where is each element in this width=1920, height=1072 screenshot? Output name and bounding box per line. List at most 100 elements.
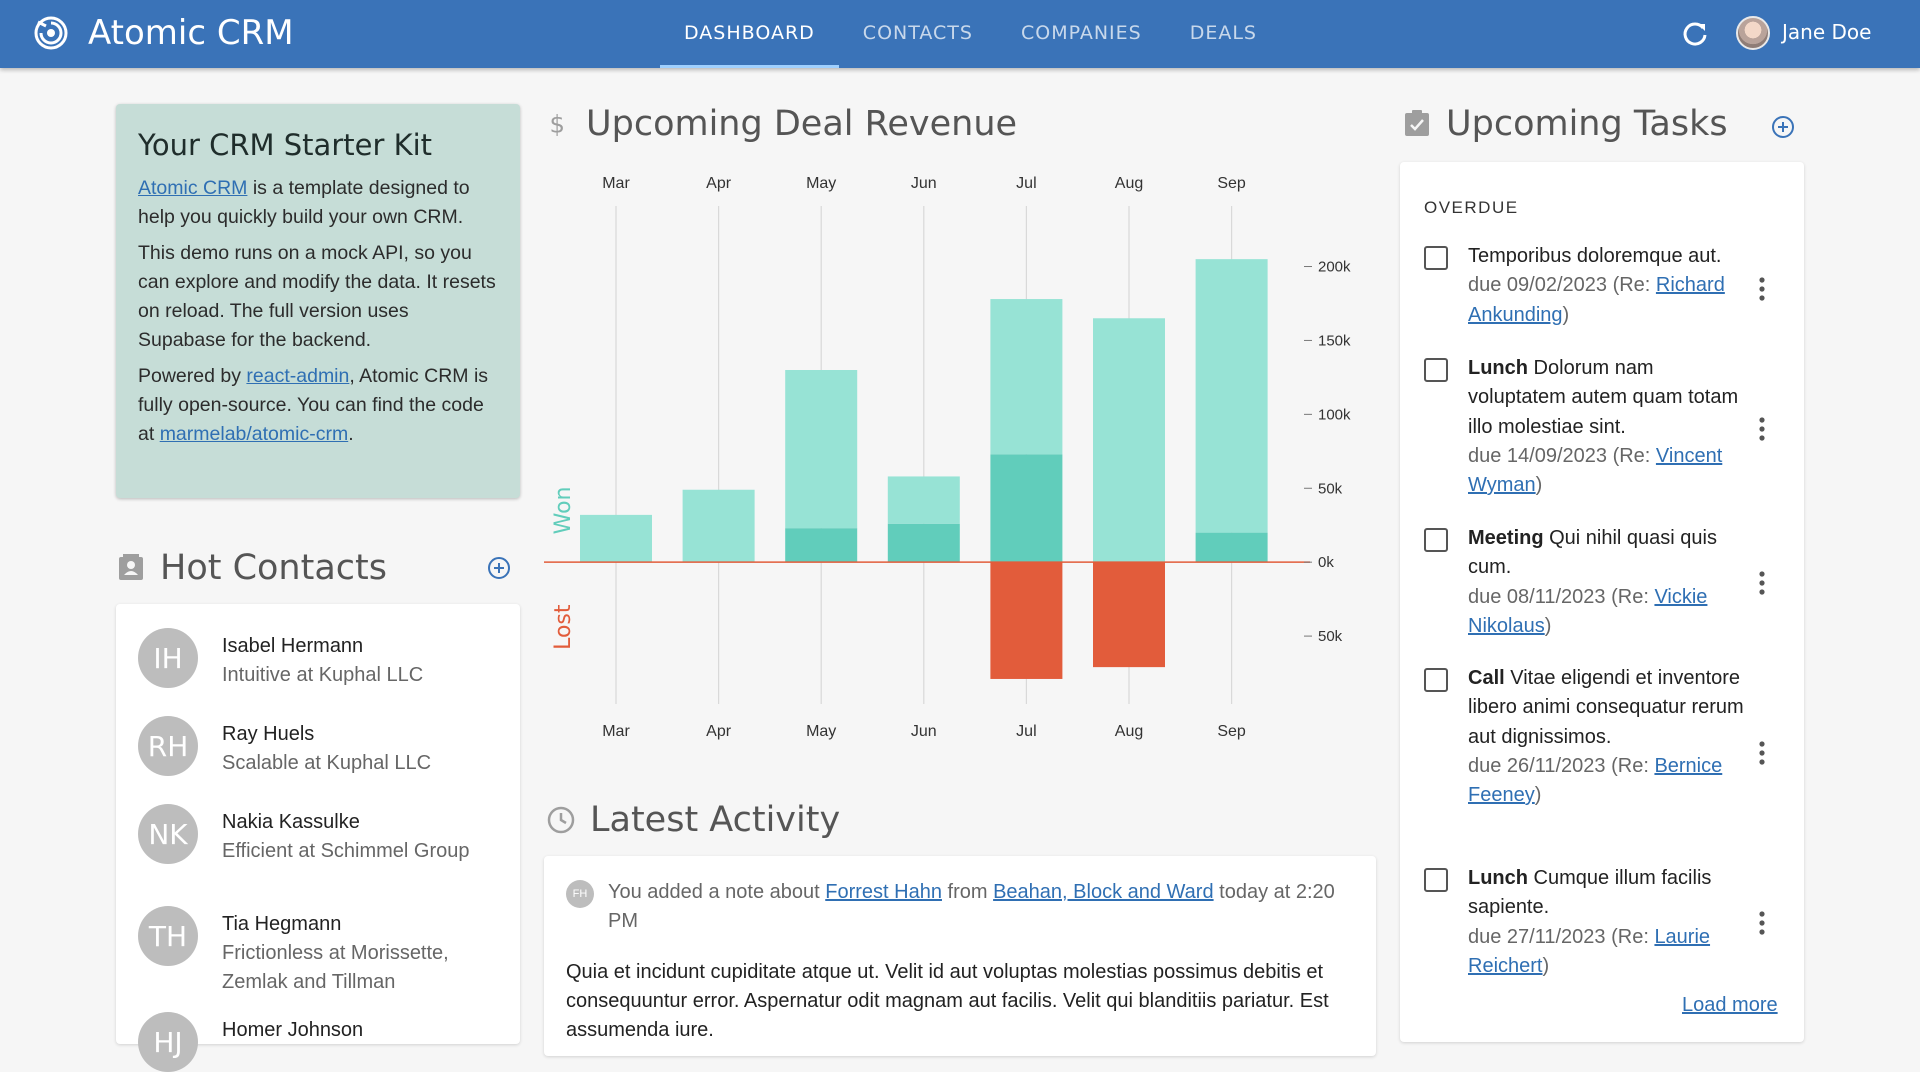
x-tick-label-bottom: Jul	[1016, 723, 1036, 740]
activity-avatar: FH	[566, 880, 594, 908]
atomic-logo-icon[interactable]	[32, 14, 70, 52]
task-checkbox[interactable]	[1424, 528, 1448, 552]
task-contact-link[interactable]: Laurie Reichert	[1468, 925, 1711, 977]
contact-role: Frictionless at Morissette, Zemlak and T…	[222, 942, 449, 993]
task-contact-link[interactable]: Vincent Wyman	[1468, 444, 1723, 497]
overdue-label: OVERDUE	[1424, 198, 1519, 217]
task-type: Meeting	[1468, 527, 1544, 549]
atomic-crm-link[interactable]: Atomic CRM	[138, 177, 248, 199]
add-task-icon[interactable]	[1770, 114, 1796, 140]
revenue-bar	[785, 528, 858, 563]
task-contact-link[interactable]: Richard Ankunding	[1468, 274, 1725, 326]
task-due-close: )	[1534, 784, 1542, 807]
starter-kit-card: Your CRM Starter Kit Atomic CRM is a tem…	[116, 104, 520, 498]
tab-companies[interactable]: COMPANIES	[1020, 22, 1142, 44]
revenue-bar	[682, 489, 755, 563]
contact-item[interactable]: RH Ray Huels Scalable at Kuphal LLC	[138, 716, 512, 778]
refresh-icon[interactable]	[1680, 18, 1710, 48]
revenue-bar	[887, 523, 960, 563]
revenue-bar	[990, 299, 1063, 455]
x-tick-label-bottom: Aug	[1115, 723, 1143, 740]
deal-revenue-chart: Mar Mar Apr Apr May May Jun Jun Jul Jul Aug Aug Sep S…	[544, 175, 1351, 740]
dollar-icon: $	[549, 110, 564, 139]
app-bar: Atomic CRM DASHBOARD CONTACTS COMPANIES …	[0, 0, 1920, 68]
task-due-close: )	[1535, 474, 1543, 497]
react-admin-link[interactable]: react-admin	[246, 365, 350, 387]
task-checkbox[interactable]	[1424, 246, 1448, 270]
revenue-bar	[580, 514, 652, 563]
contact-avatar: RH	[138, 716, 198, 776]
starter-kit-paragraph-2: This demo runs on a mock API, so you can…	[138, 242, 496, 351]
x-tick-label-bottom: May	[806, 723, 836, 740]
more-vert-icon[interactable]	[1758, 910, 1766, 936]
activity-text-a: You added a note about	[608, 881, 826, 903]
starter-kit-title: Your CRM Starter Kit	[138, 128, 433, 162]
task-due-close: )	[1542, 954, 1550, 977]
tab-dashboard[interactable]: DASHBOARD	[660, 0, 839, 68]
activity-contact-link[interactable]: Forrest Hahn	[825, 881, 942, 903]
starter-kit-p3-text-b: , Atomic CRM is fully open-source. You c…	[138, 365, 489, 445]
task-checkbox[interactable]	[1424, 358, 1448, 382]
tasks-list: OVERDUE Temporibus doloremque aut. due 09…	[1400, 162, 1804, 1042]
task-description: Dolorum nam voluptatem autem quam totam …	[1468, 357, 1739, 438]
contact-role: Scalable at Kuphal LLC	[222, 752, 432, 774]
contact-item[interactable]: NK Nakia Kassulke Efficient at Schimmel G…	[138, 804, 512, 866]
load-more-tasks-link[interactable]: Load more	[1682, 994, 1778, 1016]
activity-note-body: Quia et incidunt cupiditate atque ut. Ve…	[566, 961, 1329, 1041]
task-due: due 26/11/2023 (Re:	[1468, 754, 1655, 777]
app-title[interactable]: Atomic CRM	[88, 13, 294, 53]
x-tick-label-bottom: Apr	[706, 723, 732, 740]
y-tick-label: 100k	[1318, 406, 1351, 423]
y-tick-label: 50k	[1318, 628, 1343, 645]
hot-contacts-title: Hot Contacts	[160, 548, 387, 588]
more-vert-icon[interactable]	[1758, 570, 1766, 596]
contact-item[interactable]: TH Tia Hegmann Frictionless at Morissette…	[138, 906, 512, 997]
hot-contacts-header: Hot Contacts	[116, 548, 387, 588]
x-tick-label-bottom: Jun	[911, 723, 937, 740]
tab-deals[interactable]: DEALS	[1189, 22, 1257, 44]
contact-name: Tia Hegmann	[222, 913, 342, 935]
revenue-bar	[785, 370, 858, 529]
user-name[interactable]: Jane Doe	[1782, 20, 1872, 44]
x-tick-label-top: Mar	[602, 175, 630, 192]
y-tick-label: 50k	[1318, 480, 1343, 497]
revenue-bar	[1195, 532, 1268, 563]
task-text: Lunch Cumque illum facilis sapiente. due …	[1468, 864, 1750, 981]
x-tick-label-top: Apr	[706, 175, 732, 192]
contact-avatar: NK	[138, 804, 198, 864]
tab-contacts[interactable]: CONTACTS	[862, 22, 973, 44]
won-axis-label: Won	[551, 486, 576, 534]
task-contact-link[interactable]: Bernice Feeney	[1468, 754, 1723, 807]
contact-avatar: IH	[138, 628, 198, 688]
activity-header: Latest Activity	[546, 800, 840, 840]
task-text: Meeting Qui nihil quasi quis cum. due 08/…	[1468, 524, 1750, 641]
starter-kit-p3-text-c: .	[348, 423, 354, 445]
task-type: Lunch	[1468, 357, 1528, 379]
activity-company-link[interactable]: Beahan, Block and Ward	[993, 881, 1214, 903]
activity-title: Latest Activity	[590, 800, 841, 840]
contact-name: Ray Huels	[222, 723, 315, 745]
x-tick-label-top: Jul	[1016, 175, 1036, 192]
more-vert-icon[interactable]	[1758, 416, 1766, 442]
task-contact-link[interactable]: Vickie Nikolaus	[1468, 585, 1708, 637]
github-repo-link[interactable]: marmelab/atomic-crm	[159, 423, 349, 445]
task-checkbox[interactable]	[1424, 868, 1448, 892]
task-due: due 08/11/2023 (Re:	[1468, 585, 1655, 608]
starter-kit-paragraph-3: Powered by react-admin, Atomic CRM is fu…	[138, 362, 498, 449]
task-checkbox[interactable]	[1424, 668, 1448, 692]
main-nav: DASHBOARD CONTACTS COMPANIES DEALS	[660, 0, 1281, 68]
more-vert-icon[interactable]	[1758, 276, 1766, 302]
user-avatar[interactable]	[1736, 16, 1770, 50]
task-description: Temporibus doloremque aut.	[1468, 245, 1722, 267]
lost-revenue-bar	[990, 562, 1063, 679]
starter-kit-p3-text-a: Powered by	[138, 365, 247, 387]
contact-item[interactable]: HJ Homer Johnson	[138, 1012, 512, 1072]
x-tick-label-bottom: Mar	[602, 723, 630, 740]
task-description: Vitae eligendi et inventore libero animi…	[1468, 667, 1744, 748]
more-vert-icon[interactable]	[1758, 740, 1766, 766]
task-due: due 14/09/2023 (Re:	[1468, 444, 1656, 467]
add-contact-icon[interactable]	[486, 555, 512, 581]
contact-item[interactable]: IH Isabel Hermann Intuitive at Kuphal LLC	[138, 628, 512, 690]
svg-text:$: $	[549, 110, 564, 139]
contact-avatar: HJ	[138, 1012, 198, 1072]
